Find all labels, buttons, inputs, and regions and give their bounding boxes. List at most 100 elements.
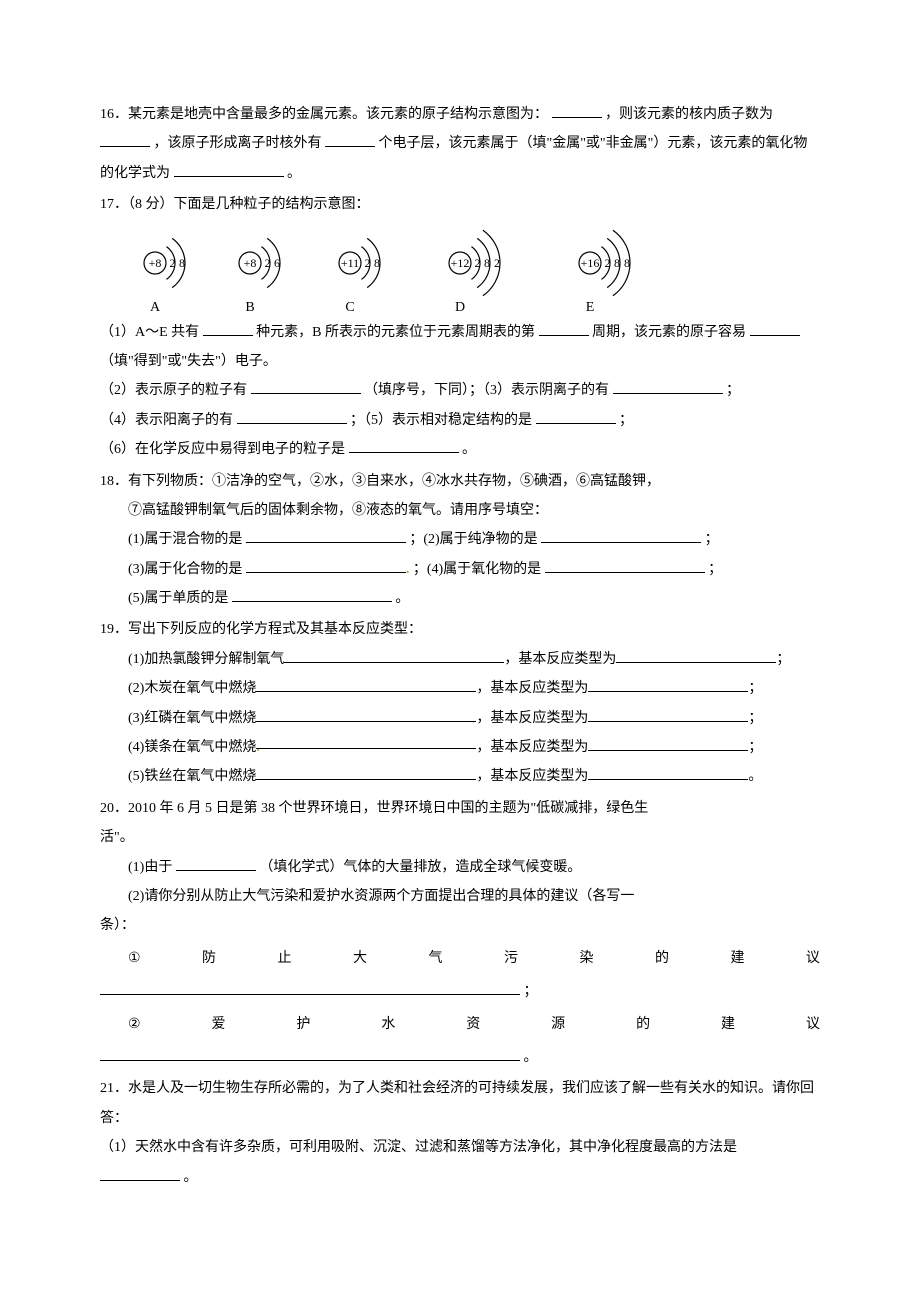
q18-row3: (5)属于单质的是 。 (100, 584, 820, 613)
question-17: 17．（8 分）下面是几种粒子的结构示意图： +828A+826B+1128C+… (100, 190, 820, 464)
q19-blank-eq-5[interactable] (256, 764, 476, 780)
q17-line2: （2）表示原子的粒子有 （填序号，下同）；（3）表示阴离子的有 ； (100, 376, 820, 405)
q17-blank-gain-electron[interactable] (349, 437, 459, 453)
q20-l3: (2)请你分别从防止大气污染和爱护水资源两个方面提出合理的具体的建议（各写一 (100, 882, 820, 911)
q20-tail1: ； (524, 984, 538, 999)
q17-line1: （1）A～E 共有 种元素，B 所表示的元素位于元素周期表的第 周期，该元素的原… (100, 318, 820, 377)
q19-blank-type-1[interactable] (616, 646, 776, 662)
q20-tail2: 。 (524, 1050, 538, 1065)
q16-blank-formula[interactable] (174, 160, 284, 176)
q17-blank-gainlose[interactable] (750, 319, 800, 335)
svg-text:2: 2 (265, 256, 271, 270)
q19-r5-c: 。 (748, 769, 762, 784)
scan-artifact-dot: . (256, 740, 260, 755)
q19-r2-c: ； (748, 681, 762, 696)
question-18: 18．有下列物质：①洁净的空气，②水，③自来水，④冰水共存物，⑤碘酒，⑥高锰酸钾… (100, 467, 820, 614)
q20-row1-ch-0: ① (128, 941, 141, 977)
q20-row1-ch-1: 防 (202, 941, 216, 977)
question-21: 21．水是人及一切生物生存所必需的，为了人类和社会经济的可持续发展，我们应该了解… (100, 1074, 820, 1192)
q18-blank-oxide[interactable] (545, 556, 705, 572)
q19-blank-eq-1[interactable] (284, 646, 504, 662)
q18-r3b: 。 (395, 591, 409, 606)
q20-blank-water-line: 。 (100, 1043, 820, 1072)
svg-text:+16: +16 (581, 256, 600, 270)
q20-blank-water[interactable] (100, 1045, 520, 1061)
q20-blank-gas[interactable] (176, 854, 256, 870)
q17-blank-stable[interactable] (536, 407, 616, 423)
q18-r2c: ； (708, 562, 722, 577)
q19-r5-b: ，基本反应类型为 (476, 769, 588, 784)
q19-blank-type-5[interactable] (588, 764, 748, 780)
q17-l1d: （填"得到"或"失去"）电子。 (100, 354, 277, 369)
q20-l3b: 条）： (100, 911, 820, 940)
q19-blank-type-3[interactable] (588, 705, 748, 721)
q20-row2-ch-6: 的 (636, 1007, 650, 1043)
svg-text:+11: +11 (341, 256, 359, 270)
q20-row2-ch-5: 源 (551, 1007, 565, 1043)
q19-blank-type-2[interactable] (588, 676, 748, 692)
q18-row1: (1)属于混合物的是 ；(2)属于纯净物的是 ； (100, 525, 820, 554)
q16-text-e: 。 (287, 166, 301, 181)
svg-text:2: 2 (494, 256, 500, 270)
q16-blank-shells[interactable] (325, 131, 375, 147)
question-20: 20．2010 年 6 月 5 日是第 38 个世界环境日，世界环境日中国的主题… (100, 794, 820, 1073)
q20-row2-ch-7: 建 (721, 1007, 735, 1043)
q21-l2: （1）天然水中含有许多杂质，可利用吸附、沉淀、过滤和蒸馏等方法净化，其中净化程度… (100, 1133, 820, 1192)
q17-blank-atoms[interactable] (251, 378, 361, 394)
q17-l1b: 种元素，B 所表示的元素位于元素周期表的第 (256, 325, 535, 340)
q19-r4-a: (4)镁条在氧气中燃烧 (128, 740, 256, 755)
q20-row1-ch-2: 止 (278, 941, 292, 977)
q19-row-2: (2)木炭在氧气中燃烧，基本反应类型为； (100, 674, 820, 703)
q17-l1c: 周期，该元素的原子容易 (592, 325, 746, 340)
q19-blank-eq-3[interactable] (256, 705, 476, 721)
q16-blank-protons[interactable] (100, 131, 150, 147)
q20-row1-ch-3: 大 (353, 941, 367, 977)
q19-blank-type-4[interactable] (588, 735, 748, 751)
q20-blank-air[interactable] (100, 979, 520, 995)
q17-blank-period[interactable] (539, 319, 589, 335)
q20-l2b: （填化学式）气体的大量排放，造成全球气候变暖。 (259, 860, 581, 875)
q17-l1a: （1）A～E 共有 (100, 325, 199, 340)
question-16: 16．某元素是地壳中含量最多的金属元素。该元素的原子结构示意图为： ，则该元素的… (100, 100, 820, 188)
q19-r3-a: (3)红磷在氧气中燃烧 (128, 711, 256, 726)
q18-blank-compound[interactable] (246, 556, 406, 572)
q16-blank-diagram[interactable] (552, 102, 602, 118)
q17-l2b: （填序号，下同）；（3）表示阴离子的有 (364, 383, 609, 398)
svg-text:D: D (455, 300, 465, 315)
q18-r1a: (1)属于混合物的是 (128, 532, 242, 547)
q19-r4-b: ，基本反应类型为 (476, 740, 588, 755)
q17-blank-cations[interactable] (237, 407, 347, 423)
q18-blank-pure[interactable] (541, 527, 701, 543)
q20-row1-ch-5: 污 (504, 941, 518, 977)
q17-line4: （6）在化学反应中易得到电子的粒子是 。 (100, 435, 820, 464)
q17-l2a: （2）表示原子的粒子有 (100, 383, 247, 398)
q17-l3b: ；（5）表示相对稳定结构的是 (350, 413, 532, 428)
q17-blank-count[interactable] (203, 319, 253, 335)
q19-row-5: (5)铁丝在氧气中燃烧，基本反应类型为。 (100, 762, 820, 791)
q18-blank-element[interactable] (232, 586, 392, 602)
q20-l2a: (1)由于 (128, 860, 172, 875)
svg-text:2: 2 (475, 256, 481, 270)
q19-r1-c: ； (776, 652, 790, 667)
q17-l3a: （4）表示阳离子的有 (100, 413, 233, 428)
q19-row-1: (1)加热氯酸钾分解制氧气，基本反应类型为； (100, 645, 820, 674)
svg-text:6: 6 (274, 256, 280, 270)
svg-text:C: C (345, 300, 354, 315)
svg-text:8: 8 (179, 256, 185, 270)
question-19: 19．写出下列反应的化学方程式及其基本反应类型： (1)加热氯酸钾分解制氧气，基… (100, 615, 820, 791)
q19-r3-c: ； (748, 711, 762, 726)
q18-r1b: ；(2)属于纯净物的是 (409, 532, 537, 547)
svg-text:2: 2 (365, 256, 371, 270)
q19-blank-eq-2[interactable] (256, 676, 476, 692)
svg-text:B: B (245, 300, 254, 315)
q21-blank-method[interactable] (100, 1164, 180, 1180)
q20-row2-ch-0: ② (128, 1007, 141, 1043)
q20-l1: 20．2010 年 6 月 5 日是第 38 个世界环境日，世界环境日中国的主题… (100, 794, 820, 823)
q16-text-b: ，则该元素的核内质子数为 (605, 107, 773, 122)
q20-l2: (1)由于 （填化学式）气体的大量排放，造成全球气候变暖。 (100, 853, 820, 882)
q19-blank-eq-4[interactable]: . (256, 733, 476, 749)
q20-row1-ch-7: 的 (655, 941, 669, 977)
q17-blank-anions[interactable] (613, 378, 723, 394)
q18-blank-mixture[interactable] (246, 527, 406, 543)
q17-line3: （4）表示阳离子的有 ；（5）表示相对稳定结构的是 ； (100, 406, 820, 435)
